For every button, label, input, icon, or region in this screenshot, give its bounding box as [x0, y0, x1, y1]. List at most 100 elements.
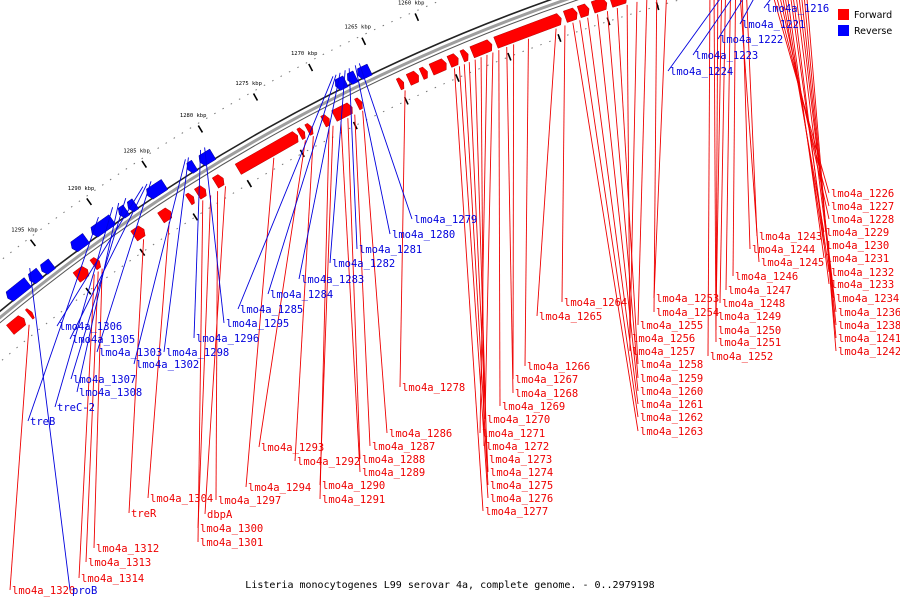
- forward-gene-label: lmo4a_1290: [322, 480, 385, 492]
- backbone-shadow: [0, 0, 570, 320]
- forward-gene-arrow: [6, 315, 27, 335]
- reverse-gene-label: lmo4a_1224: [670, 66, 733, 78]
- forward-gene-label: lmo4a_1244: [752, 244, 815, 256]
- gene-label-leader: [453, 68, 484, 512]
- forward-gene-label: lmo4a_1263: [640, 426, 703, 438]
- reverse-gene-label: lmo4a_1285: [240, 304, 303, 316]
- forward-gene-label: lmo4a_1297: [218, 495, 281, 507]
- reverse-gene-arrow: [186, 159, 199, 174]
- reverse-gene-label: lmo4a_1281: [359, 244, 422, 256]
- forward-gene-label: lmo4a_1230: [826, 240, 889, 252]
- reverse-gene-arrow: [198, 148, 217, 167]
- gene-label-leader: [798, 0, 837, 313]
- gene-label-leader: [637, 0, 648, 326]
- gene-label-leader: [319, 127, 330, 500]
- gene-label-leader: [133, 159, 186, 365]
- forward-gene-label: lmo4a_1267: [515, 374, 578, 386]
- forward-gene-label: lmo4a_1265: [539, 311, 602, 323]
- reverse-gene-label: proB: [72, 585, 97, 597]
- forward-gene-label: lmo4a_1257: [632, 346, 695, 358]
- forward-gene-label: lmo4a_1253: [656, 293, 719, 305]
- gene-label-leader: [626, 4, 631, 352]
- gene-label-leader: [484, 52, 494, 420]
- forward-gene-label: lmo4a_1312: [96, 543, 159, 555]
- forward-gene-label: lmo4a_1301: [200, 537, 263, 549]
- reverse-gene-label: lmo4a_1303: [99, 347, 162, 359]
- reverse-gene-arrow: [146, 179, 169, 200]
- forward-gene-label: lmo4a_1242: [838, 346, 900, 358]
- forward-gene-label: lmo4a_1304: [150, 493, 213, 505]
- forward-gene-label: lmo4a_1264: [564, 297, 627, 309]
- gene-label-leader: [498, 50, 501, 407]
- gene-label-leader: [782, 0, 825, 233]
- gene-label-leader: [536, 28, 557, 317]
- forward-gene-arrow: [562, 7, 578, 23]
- legend: Forward Reverse: [838, 9, 892, 37]
- inner-tick: [299, 149, 305, 158]
- forward-gene-label: lmo4a_1260: [640, 386, 703, 398]
- forward-gene-label: lmo4a_1243: [759, 231, 822, 243]
- forward-gene-label: lmo4a_1226: [831, 188, 894, 200]
- forward-gene-label: lmo4a_1238: [838, 320, 900, 332]
- gene-label-leader: [785, 0, 825, 246]
- forward-gene-arrow: [469, 39, 493, 59]
- reverse-gene-label: lmo4a_1222: [720, 34, 783, 46]
- gene-label-leader: [70, 198, 127, 380]
- forward-gene-label: lmo4a_1255: [640, 320, 703, 332]
- forward-gene-label: lmo4a_1241: [838, 333, 900, 345]
- forward-gene-label: lmo4a_1300: [200, 523, 263, 535]
- gene-label-leader: [707, 0, 711, 357]
- scale-tick: [308, 63, 314, 72]
- gene-label-leader: [197, 200, 204, 543]
- gene-label-leader: [245, 157, 275, 488]
- forward-gene-label: lmo4a_1266: [527, 361, 590, 373]
- gene-label-leader: [746, 0, 758, 237]
- gene-label-leader: [732, 0, 736, 277]
- gene-label-leader: [69, 183, 148, 340]
- forward-gene-label: lmo4a_1248: [722, 298, 785, 310]
- forward-gene-arrow: [234, 131, 299, 175]
- inner-tick: [139, 248, 146, 257]
- forward-gene-label: lmo4a_1256: [632, 333, 695, 345]
- gene-label-leader: [347, 118, 361, 460]
- forward-gene-arrow: [193, 185, 207, 200]
- reverse-gene-label: treC-2: [57, 402, 95, 414]
- gene-label-leader: [653, 0, 667, 299]
- gene-label-leader: [267, 74, 337, 295]
- gene-label-leader: [793, 0, 830, 285]
- reverse-gene-label: lmo4a_1296: [196, 333, 259, 345]
- forward-gene-arrow: [24, 308, 35, 320]
- gene-label-leader: [458, 66, 489, 499]
- forward-gene-arrow: [459, 49, 469, 63]
- forward-gene-label: lmo4a_1228: [831, 214, 894, 226]
- gene-label-leader: [399, 90, 406, 388]
- forward-gene-label: lmo4a_1289: [362, 467, 425, 479]
- forward-gene-label: treR: [131, 508, 157, 520]
- scale-tick-label: 1265 kbp: [344, 25, 371, 31]
- gene-label-leader: [692, 0, 732, 56]
- gene-label-leader: [719, 0, 726, 304]
- forward-gene-arrow: [395, 77, 405, 91]
- forward-gene-label: lmo4a_1251: [718, 337, 781, 349]
- forward-gene-label: lmo4a_1294: [248, 482, 311, 494]
- gene-label-leader: [790, 0, 830, 273]
- gene-label-leader: [740, 0, 760, 263]
- reverse-gene-label: lmo4a_1283: [301, 274, 364, 286]
- forward-gene-label: lmo4a_1314: [81, 573, 144, 585]
- forward-gene-label: lmo4a_1249: [718, 311, 781, 323]
- inner-tick: [192, 213, 199, 221]
- reverse-gene-label: lmo4a_1308: [79, 387, 142, 399]
- gene-label-leader: [468, 62, 489, 473]
- gene-label-leader: [354, 65, 391, 235]
- forward-gene-label: lmo4a_1233: [831, 279, 894, 291]
- reverse-gene-label: lmo4a_1295: [226, 318, 289, 330]
- gene-label-leader: [524, 38, 529, 367]
- forward-gene-arrow: [405, 70, 419, 86]
- reverse-gene-label: lmo4a_1302: [136, 359, 199, 371]
- gene-label-leader: [204, 186, 226, 515]
- reverse-gene-label: lmo4a_1216: [766, 3, 829, 15]
- gene-label-leader: [597, 14, 639, 392]
- reverse-gene-arrow: [5, 277, 32, 302]
- forward-gene-arrow: [296, 127, 306, 140]
